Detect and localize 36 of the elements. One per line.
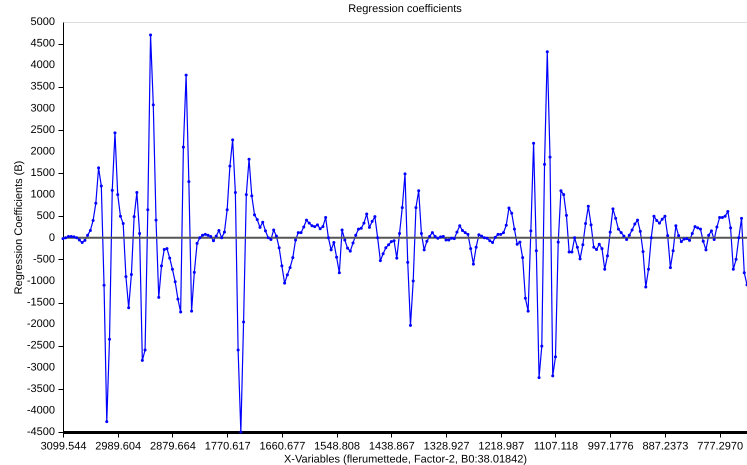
x-tick-label: 3099.544: [40, 440, 86, 452]
y-axis-title: Regression Coefficients (B): [13, 160, 25, 294]
y-tick-label: 4500: [30, 38, 55, 50]
y-tick-label: 5000: [30, 16, 55, 28]
y-tick-label: 2500: [30, 124, 55, 136]
y-tick-label: -3500: [26, 382, 55, 395]
x-tick-label: 887.2373: [642, 440, 688, 452]
x-tick-label: 777.2970: [697, 440, 744, 452]
x-tick-label: 1218.987: [478, 440, 524, 452]
y-tick-label: 500: [36, 210, 55, 222]
x-tick-label: 1548.808: [314, 440, 360, 452]
y-tick-label: -1000: [26, 274, 55, 287]
x-tick-label: 1328.927: [424, 440, 470, 452]
x-axis-title: X-Variables (flerumettede, Factor-2, B0:38.01842): [284, 454, 528, 465]
x-tick-label: 1660.677: [259, 440, 306, 452]
y-tick-label: -4000: [26, 404, 55, 416]
y-tick-label: -2000: [26, 318, 55, 330]
y-tick-label: 1000: [30, 188, 55, 201]
chart-title: Regression coefficients: [348, 3, 462, 15]
y-tick-label: 3500: [30, 80, 55, 93]
y-tick-label: -500: [32, 253, 55, 266]
y-tick-label: -3000: [26, 361, 55, 374]
y-tick-label: -2500: [26, 340, 55, 352]
x-tick-label: 2989.604: [95, 440, 142, 452]
y-tick-label: -1500: [26, 296, 55, 309]
x-tick-label: 997.1776: [588, 440, 634, 452]
y-tick-label: 1500: [30, 167, 55, 180]
y-tick-label: 0: [48, 232, 55, 244]
y-tick-label: -4500: [26, 426, 55, 438]
x-tick-label: 1107.118: [534, 440, 578, 452]
x-tick-label: 1770.617: [204, 440, 251, 452]
y-tick-label: 4000: [30, 59, 55, 72]
y-tick-label: 2000: [30, 145, 55, 158]
x-tick-label: 2879.664: [150, 440, 196, 452]
x-tick-label: 1438.867: [368, 440, 415, 452]
y-tick-label: 3000: [30, 102, 55, 114]
